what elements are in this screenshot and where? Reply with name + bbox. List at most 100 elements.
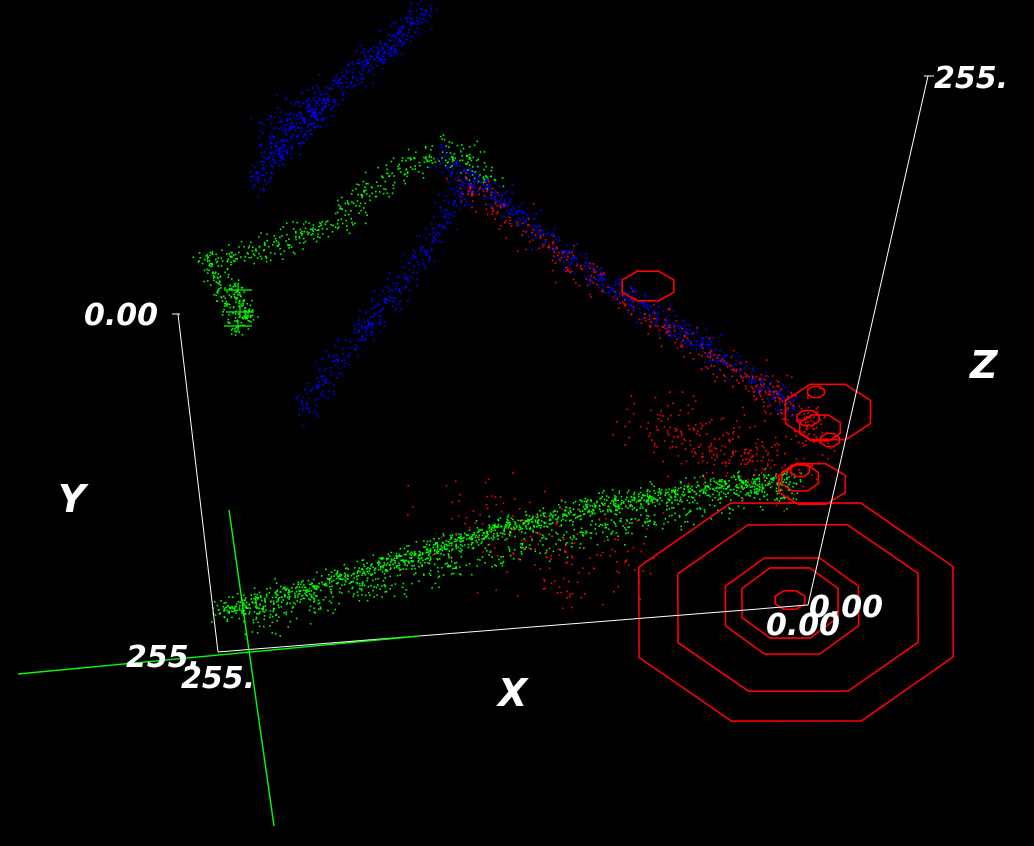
data-point-247 xyxy=(720,497,723,500)
data-point-4085 xyxy=(426,249,428,252)
data-point-787 xyxy=(417,555,420,557)
data-point-320 xyxy=(251,601,253,603)
data-point-4070 xyxy=(377,302,379,305)
data-point-2736 xyxy=(381,58,383,60)
data-point-1080 xyxy=(296,596,299,598)
data-point-1358 xyxy=(771,478,774,481)
data-point-3755 xyxy=(308,396,310,399)
data-point-1173 xyxy=(387,557,389,560)
data-point-1202 xyxy=(728,484,731,487)
data-point-892 xyxy=(496,535,498,537)
data-point-1479 xyxy=(555,543,557,545)
data-point-768 xyxy=(275,601,278,603)
data-point-1338 xyxy=(287,594,290,596)
data-point-4867 xyxy=(588,572,591,575)
data-point-2121 xyxy=(472,166,474,168)
data-point-960 xyxy=(480,542,483,545)
data-point-694 xyxy=(508,521,511,523)
data-point-4652 xyxy=(701,452,704,455)
data-point-1975 xyxy=(346,229,349,231)
data-point-2272 xyxy=(226,259,229,262)
data-point-3712 xyxy=(484,187,486,190)
data-point-1030 xyxy=(469,536,471,539)
data-point-1145 xyxy=(529,528,532,530)
data-point-3885 xyxy=(468,167,471,170)
data-point-2444 xyxy=(239,299,241,302)
data-point-2946 xyxy=(414,31,417,33)
data-point-220 xyxy=(727,492,729,494)
data-point-4677 xyxy=(760,459,763,462)
data-point-4678 xyxy=(667,432,669,434)
data-point-2186 xyxy=(391,192,394,195)
data-point-2164 xyxy=(265,256,268,258)
data-point-2158 xyxy=(279,247,281,250)
data-point-4669 xyxy=(809,465,812,467)
data-point-82 xyxy=(361,574,363,576)
data-point-3815 xyxy=(455,205,458,207)
data-point-1968 xyxy=(300,232,302,234)
data-point-1072 xyxy=(616,509,619,512)
data-point-3160 xyxy=(696,326,699,328)
data-point-1345 xyxy=(645,500,647,503)
data-point-1627 xyxy=(521,542,524,545)
data-point-4601 xyxy=(660,420,663,422)
data-point-1916 xyxy=(275,240,278,242)
data-point-3187 xyxy=(700,347,703,349)
data-point-3622 xyxy=(772,392,774,395)
data-point-4377 xyxy=(542,246,544,248)
data-point-1925 xyxy=(358,212,360,214)
data-point-1342 xyxy=(676,493,679,495)
data-point-3674 xyxy=(703,337,705,339)
data-point-1595 xyxy=(556,533,559,535)
data-point-4148 xyxy=(325,124,328,127)
data-point-3692 xyxy=(485,196,488,198)
data-point-2666 xyxy=(325,93,327,95)
data-point-252 xyxy=(568,519,571,522)
data-point-2505 xyxy=(234,284,236,287)
data-point-1446 xyxy=(545,549,548,552)
data-point-2984 xyxy=(363,60,366,62)
data-point-3593 xyxy=(592,267,594,269)
data-point-2942 xyxy=(425,9,427,12)
data-point-482 xyxy=(519,528,522,530)
data-point-167 xyxy=(413,564,415,567)
data-point-2560 xyxy=(373,57,376,60)
data-point-1917 xyxy=(265,257,268,259)
data-point-4594 xyxy=(713,464,715,466)
data-point-2329 xyxy=(218,280,221,282)
data-point-50 xyxy=(300,581,303,583)
data-point-3822 xyxy=(363,321,365,323)
data-point-183 xyxy=(305,591,308,593)
data-point-4176 xyxy=(269,123,272,125)
data-point-2415 xyxy=(215,294,217,297)
data-point-3555 xyxy=(689,333,691,335)
data-point-1207 xyxy=(674,491,677,493)
data-point-420 xyxy=(649,496,651,499)
data-point-3734 xyxy=(356,331,359,334)
data-point-2433 xyxy=(247,328,250,330)
data-point-1510 xyxy=(544,537,547,540)
data-point-2990 xyxy=(268,157,270,160)
data-point-388 xyxy=(612,504,615,506)
data-point-782 xyxy=(512,518,514,521)
data-point-3208 xyxy=(618,295,620,298)
data-point-734 xyxy=(649,497,652,500)
data-point-2629 xyxy=(366,62,368,64)
data-point-2170 xyxy=(445,145,448,147)
data-point-1368 xyxy=(569,509,571,512)
data-point-4848 xyxy=(459,493,461,496)
data-point-1029 xyxy=(287,588,290,591)
data-point-1085 xyxy=(259,603,261,606)
data-point-133 xyxy=(656,500,659,502)
data-point-4212 xyxy=(285,97,288,100)
data-point-3277 xyxy=(563,260,565,263)
data-point-4015 xyxy=(407,262,410,264)
data-point-2664 xyxy=(337,82,339,84)
data-point-4305 xyxy=(552,240,555,243)
data-point-1777 xyxy=(364,594,367,597)
data-point-672 xyxy=(381,570,384,573)
data-point-1373 xyxy=(524,511,527,513)
data-point-3698 xyxy=(429,166,431,168)
data-point-3743 xyxy=(316,377,318,379)
data-point-239 xyxy=(214,614,217,616)
